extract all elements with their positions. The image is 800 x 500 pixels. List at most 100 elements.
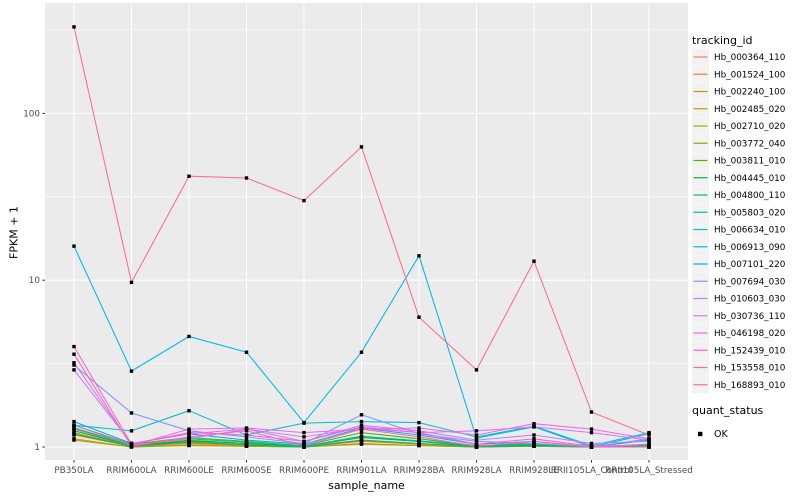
quant-status-label: OK — [714, 429, 728, 440]
data-point — [302, 441, 306, 446]
data-point — [532, 439, 536, 444]
data-point — [72, 419, 76, 424]
quant-status-key-square — [698, 431, 703, 437]
data-point — [72, 426, 76, 430]
y-axis-title: FPKM + 1 — [7, 206, 21, 259]
legend-label-Hb_005803_020: Hb_005803_020 — [714, 208, 786, 218]
data-point — [187, 440, 191, 444]
data-point — [72, 429, 76, 433]
data-point — [589, 441, 594, 446]
data-point — [244, 176, 249, 180]
data-point — [532, 425, 536, 429]
x-axis-title: sample_name — [328, 479, 405, 492]
y-tick-label: 100 — [23, 109, 40, 119]
x-tick-label: RRIM600PE — [279, 466, 329, 476]
legend-label-Hb_046198_020: Hb_046198_020 — [714, 329, 786, 339]
legend-title-quant-status: quant_status — [692, 404, 764, 417]
legend-label-Hb_030736_110: Hb_030736_110 — [714, 312, 786, 322]
legend-label-Hb_007694_030: Hb_007694_030 — [714, 277, 786, 287]
x-tick-label: RRIM600LA — [106, 466, 156, 476]
data-point — [244, 433, 249, 437]
data-point — [244, 426, 249, 430]
legend-label-Hb_002240_100: Hb_002240_100 — [714, 88, 786, 98]
x-tick-label: PB350LA — [54, 466, 93, 476]
y-tick-label: 1 — [34, 443, 40, 453]
legend-title-tracking-id: tracking_id — [692, 34, 753, 47]
data-point — [532, 421, 536, 426]
data-point — [359, 419, 364, 424]
data-point — [359, 427, 364, 431]
legend-label-Hb_002485_020: Hb_002485_020 — [714, 105, 786, 115]
data-point — [72, 352, 76, 356]
x-tick-label: RRII105LA_Stressed — [605, 466, 693, 476]
x-tick-label: RRIM600LE — [164, 466, 214, 476]
legend-label-Hb_001524_100: Hb_001524_100 — [714, 70, 786, 80]
legend-label-Hb_153558_010: Hb_153558_010 — [714, 364, 786, 374]
data-point — [532, 441, 536, 446]
legend-label-Hb_004800_110: Hb_004800_110 — [714, 191, 786, 201]
data-point — [359, 425, 364, 429]
data-point — [474, 438, 479, 442]
legend-label-Hb_007101_220: Hb_007101_220 — [714, 260, 786, 270]
data-point — [359, 434, 364, 438]
data-point — [72, 423, 76, 427]
data-point — [187, 429, 191, 433]
x-tick-label: RRIM928BA — [393, 466, 444, 476]
data-point — [417, 429, 421, 433]
data-point — [302, 198, 306, 203]
data-point — [187, 174, 191, 178]
data-point — [647, 445, 651, 449]
data-point — [417, 441, 421, 446]
x-tick-label: RRIM928LE — [509, 466, 559, 476]
data-point — [417, 435, 421, 439]
legend-label-Hb_004445_010: Hb_004445_010 — [714, 174, 786, 184]
legend-label-Hb_010603_030: Hb_010603_030 — [714, 295, 786, 305]
data-point — [72, 438, 76, 442]
data-point — [589, 430, 594, 435]
data-point — [359, 145, 364, 149]
data-point — [129, 411, 134, 415]
x-tick-label: RRIM600SE — [221, 466, 271, 476]
data-point — [244, 350, 249, 354]
data-point — [359, 413, 364, 417]
data-point — [359, 350, 364, 354]
y-tick-label: 10 — [29, 276, 41, 286]
data-point — [532, 437, 536, 441]
data-point — [417, 315, 421, 319]
legend-label-Hb_152439_010: Hb_152439_010 — [714, 346, 786, 356]
data-point — [244, 440, 249, 444]
data-point — [187, 437, 191, 441]
data-point — [532, 433, 536, 437]
x-tick-label: RRIM928LA — [451, 466, 501, 476]
data-point — [647, 437, 651, 441]
data-point — [187, 435, 191, 439]
data-point — [474, 429, 479, 433]
data-point — [244, 435, 249, 439]
data-point — [302, 430, 306, 435]
data-point — [187, 443, 191, 448]
data-point — [72, 368, 76, 372]
data-point — [474, 444, 479, 448]
data-point — [589, 410, 594, 414]
data-point — [417, 437, 421, 441]
data-point — [302, 443, 306, 448]
data-point — [244, 429, 249, 433]
data-point — [302, 439, 306, 444]
data-point — [302, 420, 306, 425]
data-point — [72, 432, 76, 436]
data-point — [417, 443, 421, 448]
data-point — [129, 280, 134, 285]
data-point — [647, 433, 651, 437]
data-point — [129, 369, 134, 373]
legend-label-Hb_006634_010: Hb_006634_010 — [714, 226, 786, 236]
data-point — [302, 435, 306, 439]
data-point — [474, 433, 479, 437]
data-point — [589, 427, 594, 431]
data-point — [474, 436, 479, 440]
data-point — [417, 254, 421, 258]
data-point — [359, 442, 364, 446]
data-point — [187, 430, 191, 435]
x-tick-label: RRII105LA_Control — [551, 466, 633, 476]
